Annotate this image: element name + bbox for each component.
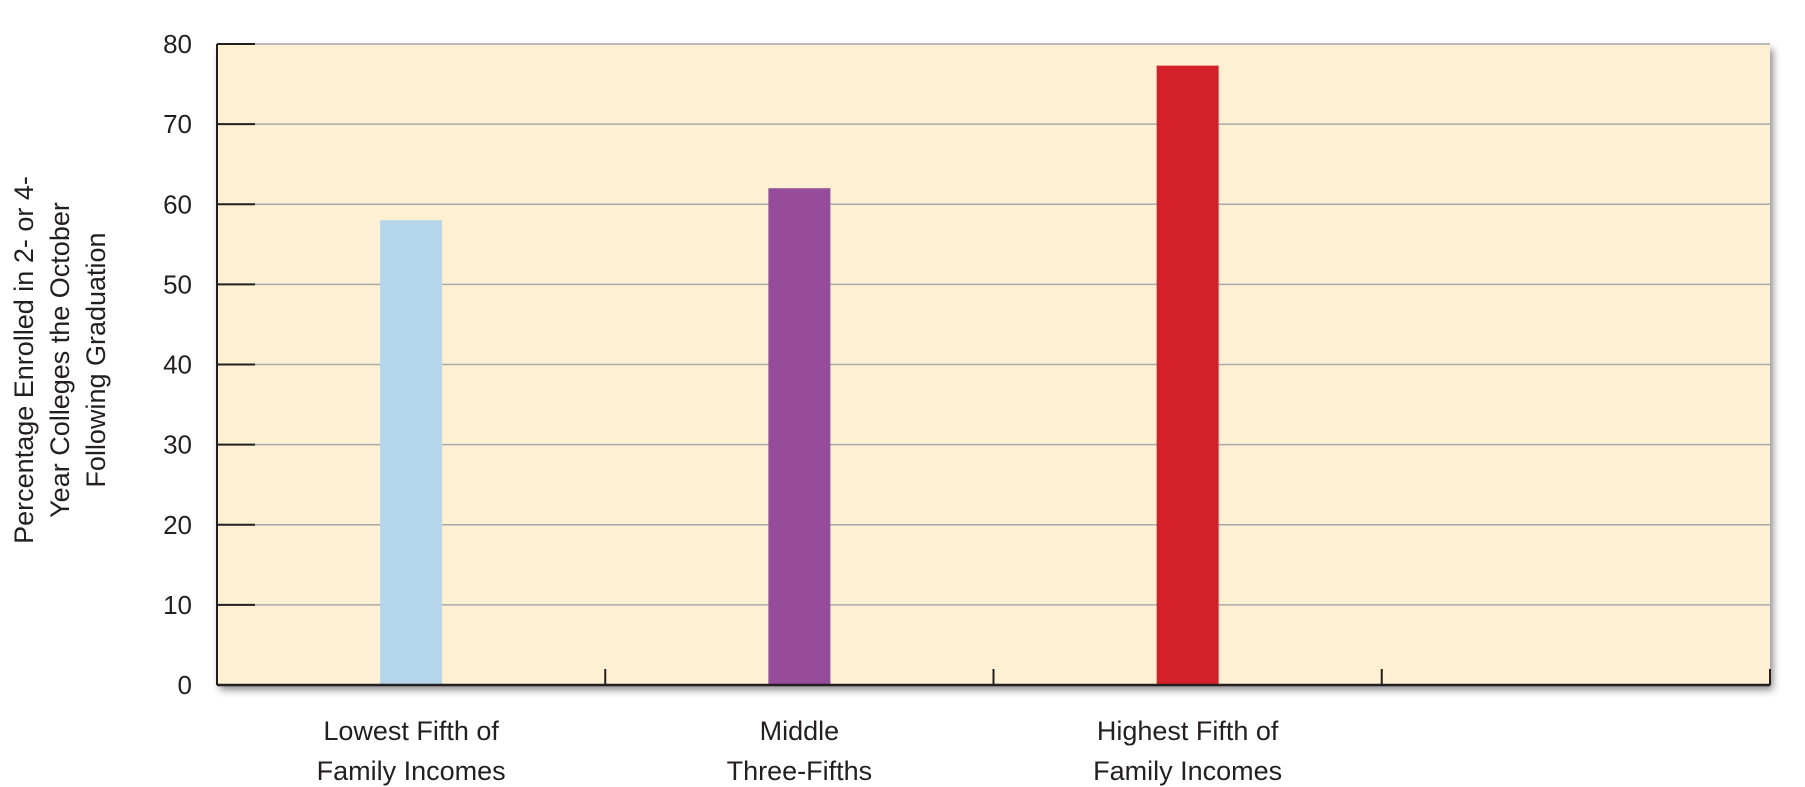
x-category-label: Highest Fifth of bbox=[1097, 716, 1279, 746]
y-axis-title-line: Percentage Enrolled in 2- or 4- bbox=[9, 176, 39, 544]
x-category-label: Family Incomes bbox=[317, 756, 506, 786]
y-tick-labels: 0 10 20 30 40 50 60 70 80 bbox=[163, 29, 192, 700]
y-tick-label: 10 bbox=[163, 590, 192, 620]
gridlines bbox=[217, 43, 1770, 606]
y-tick-label: 0 bbox=[178, 670, 192, 700]
bar bbox=[380, 220, 443, 685]
y-axis-title-line: Following Graduation bbox=[81, 232, 111, 487]
y-tick-label: 80 bbox=[163, 29, 192, 59]
x-category-label: Middle bbox=[760, 716, 840, 746]
y-axis-title-line: Year Colleges the October bbox=[45, 202, 75, 518]
x-category-label: Family Incomes bbox=[1093, 756, 1282, 786]
y-tick-label: 70 bbox=[163, 109, 192, 139]
bar bbox=[1156, 65, 1219, 686]
bar bbox=[768, 188, 831, 685]
y-tick-label: 60 bbox=[163, 189, 192, 219]
y-axis-title: Percentage Enrolled in 2- or 4- Year Coll… bbox=[9, 176, 111, 544]
y-tick-label: 50 bbox=[163, 269, 192, 299]
y-tick-label: 30 bbox=[163, 430, 192, 460]
x-category-label: Lowest Fifth of bbox=[323, 716, 499, 746]
axes bbox=[216, 43, 1771, 687]
x-category-labels: Lowest Fifth of Family Incomes Middle Three… bbox=[317, 716, 1283, 786]
y-tick-label: 40 bbox=[163, 350, 192, 380]
y-tick-label: 20 bbox=[163, 510, 192, 540]
bars bbox=[380, 65, 1219, 686]
x-category-label: Three-Fifths bbox=[727, 756, 873, 786]
